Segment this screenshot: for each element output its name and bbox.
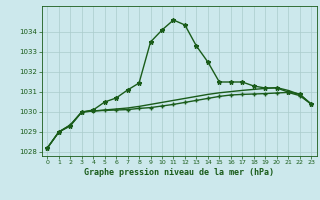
X-axis label: Graphe pression niveau de la mer (hPa): Graphe pression niveau de la mer (hPa) <box>84 168 274 177</box>
